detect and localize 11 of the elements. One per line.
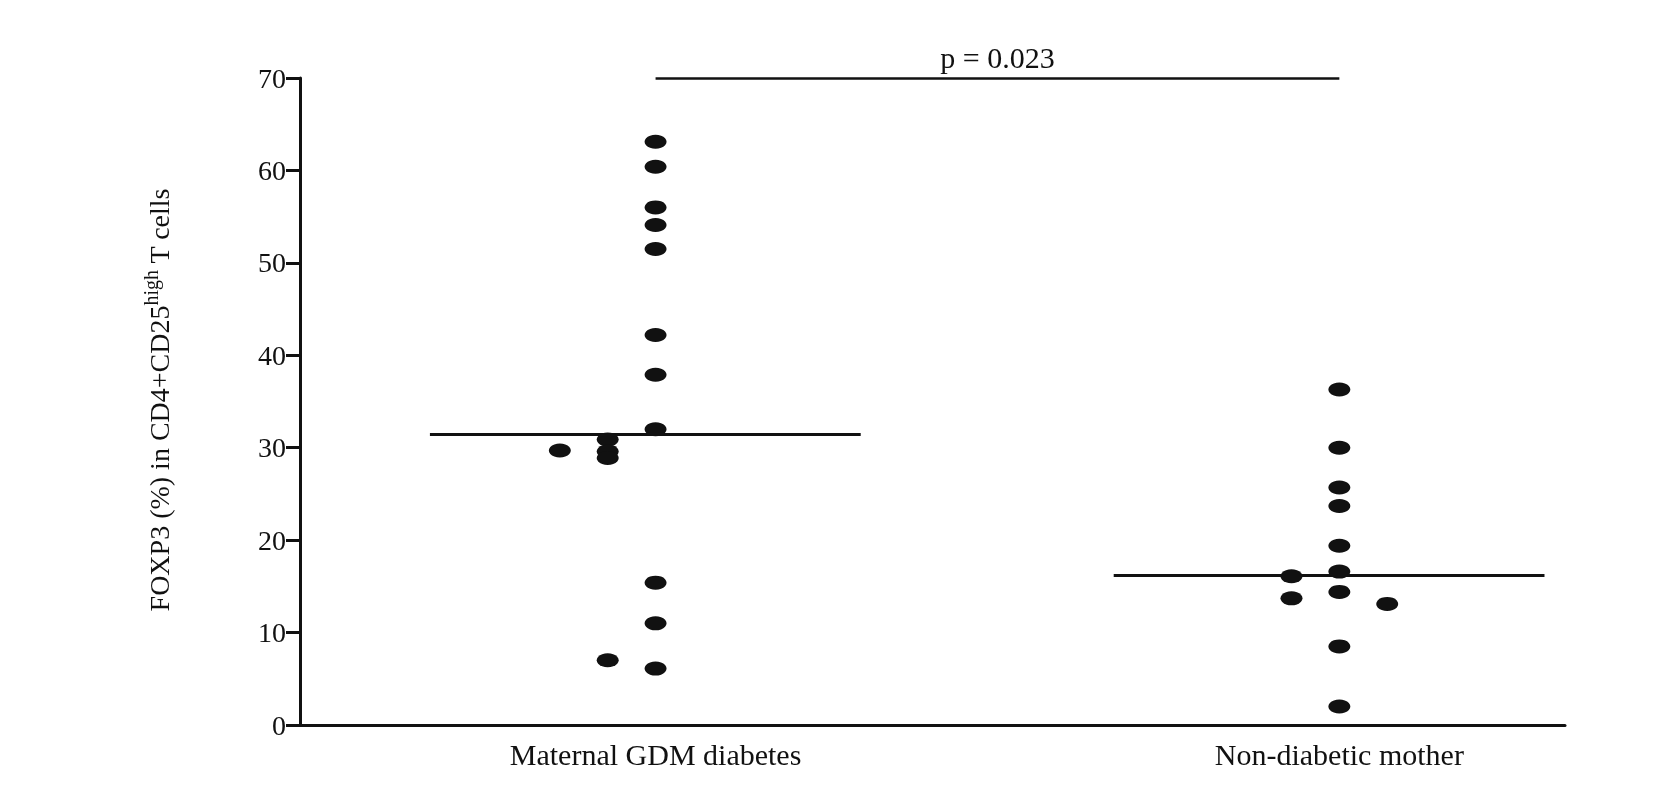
x-tick-label: Maternal GDM diabetes <box>509 737 802 771</box>
y-tick-label: 40 <box>258 339 286 371</box>
x-tick-label: Non-diabetic mother <box>1214 737 1464 771</box>
text: p = 0.023 <box>940 40 1055 74</box>
y-tick-label: 10 <box>258 617 286 649</box>
y-tick-label: 0 <box>272 709 286 741</box>
y-tick-label: 50 <box>258 247 286 279</box>
y-tick-label: 20 <box>258 524 286 556</box>
y-tick-label: 30 <box>258 432 286 464</box>
y-tick-label: 60 <box>258 154 286 186</box>
y-tick-label: 70 <box>258 62 286 94</box>
